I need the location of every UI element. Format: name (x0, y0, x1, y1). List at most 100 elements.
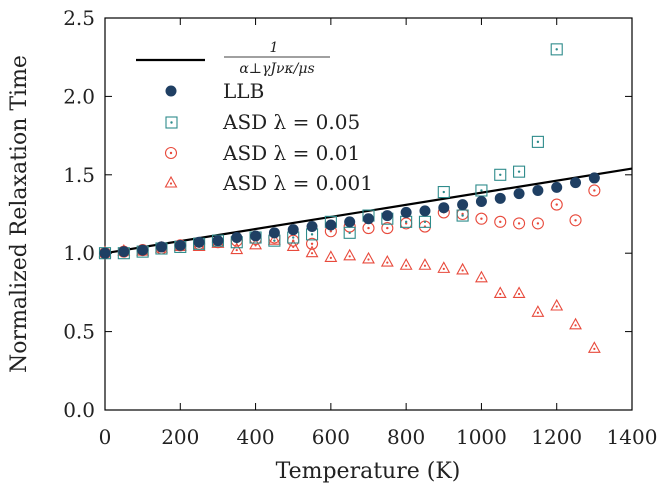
llb-point (325, 219, 337, 231)
asd-005-point-dot (404, 220, 408, 224)
asd-005-point-dot (499, 173, 502, 176)
asd-0001-point (512, 286, 526, 299)
asd-001-point (381, 222, 394, 235)
llb-point (419, 205, 431, 217)
llb-point (588, 172, 600, 184)
llb-point (212, 235, 224, 247)
asd-001-point (305, 237, 319, 250)
llb-point (231, 232, 243, 244)
x-tick-label: 0 (99, 425, 112, 449)
asd-001-point (531, 217, 544, 230)
asd-0001-point (380, 254, 394, 267)
asd-0001-point (362, 251, 375, 264)
asd-0001-point (531, 305, 545, 317)
asd-0001-point-dot (517, 292, 521, 296)
asd-0001-point-dot (348, 255, 351, 258)
asd-001-point-dot (310, 242, 314, 245)
asd-001-point-dot (536, 222, 540, 225)
legend: 1 α⊥γJνκ/μs LLB ASD λ = 0.05 ASD λ = 0.0… (136, 40, 373, 195)
asd-0001-point (324, 250, 338, 262)
asd-0001-point (230, 242, 244, 255)
legend-llb-label: LLB (223, 79, 264, 103)
llb-point (457, 199, 469, 211)
x-tick-label: 1400 (607, 425, 657, 449)
asd-0001-point-dot (536, 311, 539, 314)
y-tick-label: 2.0 (63, 84, 95, 108)
legend-asd05-label: ASD λ = 0.05 (222, 110, 360, 134)
llb-point (551, 181, 563, 193)
llb-point (250, 230, 262, 242)
y-tick-label: 1.5 (63, 163, 95, 187)
asd-005-point (494, 168, 507, 181)
asd-0001-point-dot (329, 256, 332, 260)
asd-0001-point (587, 341, 601, 353)
asd-0001-point (418, 258, 432, 270)
x-tick-label: 800 (387, 425, 425, 449)
asd-005-point (437, 185, 450, 199)
legend-line-numerator: 1 (270, 40, 279, 56)
llb-point (306, 221, 318, 233)
asd-0001-point (399, 258, 413, 270)
llb-point (400, 206, 412, 218)
x-tick-label: 200 (161, 425, 199, 449)
legend-asd01-dot (169, 151, 173, 155)
llb-point (513, 188, 525, 200)
asd-001-point-dot (499, 220, 502, 224)
asd-005-point-dot (555, 48, 558, 51)
asd-001-point (513, 217, 526, 230)
llb-point (475, 195, 487, 207)
legend-asd001-dot (169, 182, 173, 185)
asd-0001-point (286, 239, 300, 251)
llb-point (363, 213, 374, 225)
asd-005-point-dot (310, 233, 314, 236)
llb-point (193, 236, 205, 248)
legend-llb-symbol (165, 85, 177, 97)
asd-005-point-dot (292, 236, 295, 239)
asd-001-point (569, 214, 582, 227)
legend-asd05-dot (170, 121, 173, 124)
asd-0001-point (456, 262, 470, 275)
asd-0001-point-dot (405, 264, 408, 267)
asd-005-point-dot (423, 220, 427, 224)
asd-0001-point-dot (442, 267, 445, 270)
llb-point (268, 227, 280, 239)
asd-005-point-dot (442, 190, 445, 194)
asd-0001-point (305, 245, 319, 258)
asd-0001-point-dot (367, 258, 370, 261)
asd-005-point-dot (461, 214, 464, 217)
y-axis-title: Normalized Relaxation Time (7, 55, 32, 373)
asd-0001-point (267, 233, 281, 245)
x-tick-label: 600 (312, 425, 350, 449)
x-tick-label: 1200 (531, 425, 582, 449)
llb-point (494, 192, 506, 204)
legend-asd01-symbol (164, 146, 178, 160)
asd-001-point (550, 198, 563, 211)
asd-0001-point-dot (480, 277, 483, 280)
asd-0001-point-dot (499, 292, 502, 296)
asd-005-point (513, 165, 526, 178)
asd-001-point (494, 215, 507, 228)
asd-001-point-dot (386, 226, 389, 230)
asd-005-point-dot (517, 170, 521, 173)
asd-0001-point (437, 261, 451, 273)
theory-line (104, 167, 633, 255)
tick-labels: 0 200 400 600 800 1000 1200 1400 0.0 0.5 1.0 1.5 2.0… (63, 6, 657, 449)
asd-005-point-dot (480, 189, 483, 192)
llb-point (99, 247, 111, 259)
asd-001-point (588, 184, 601, 197)
x-tick-label: 1000 (456, 425, 507, 449)
asd-0001-point-dot (461, 269, 464, 272)
x-axis-title: Temperature (K) (276, 459, 461, 484)
asd-005-point (550, 43, 563, 56)
llb-point (174, 239, 186, 251)
legend-asd001-symbol (164, 175, 178, 188)
llb-point (344, 216, 356, 228)
asd-001-point-dot (593, 189, 596, 192)
asd-001-point-dot (292, 239, 295, 242)
asd-0001-point-dot (574, 324, 577, 327)
asd-001-point-dot (329, 230, 333, 233)
llb-point (287, 224, 299, 236)
asd-005-point-dot (348, 231, 351, 235)
asd-0001-point (569, 317, 582, 330)
